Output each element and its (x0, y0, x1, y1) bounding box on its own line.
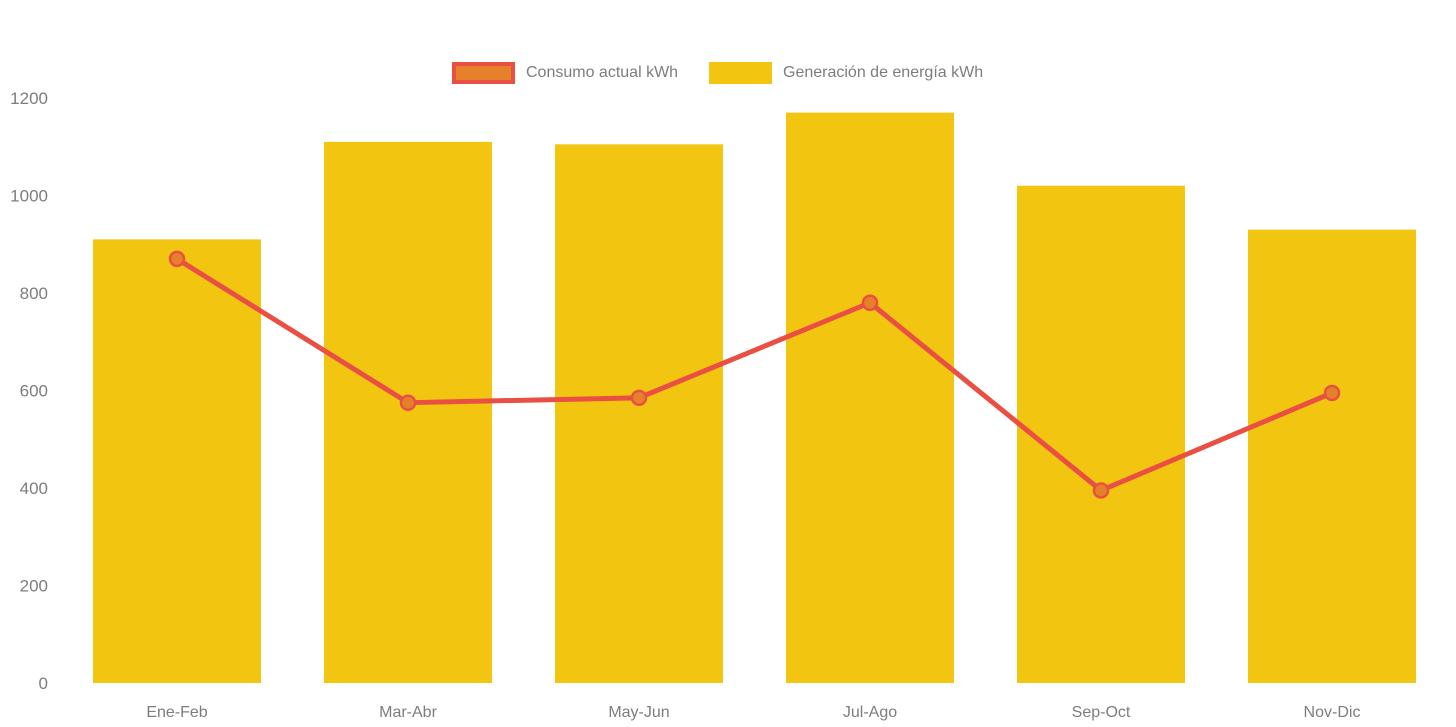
data-point-marker-Sep-Oct (1092, 482, 1110, 499)
legend-label-generacion: Generación de energía kWh (783, 64, 984, 81)
bar-generacion-Ene-Feb (93, 239, 261, 683)
y-axis-tick-label: 200 (20, 577, 48, 596)
y-axis-tick-label: 600 (20, 382, 48, 401)
bar-generacion-Mar-Abr (324, 141, 492, 683)
legend-label-consumo: Consumo actual kWh (526, 64, 679, 81)
x-axis-category-label: Mar-Abr (379, 704, 437, 721)
y-axis-tick-label: 1200 (10, 89, 48, 108)
legend-swatch-generacion-icon (709, 62, 772, 84)
legend-item-consumo-actual[interactable]: Consumo actual kWh (452, 62, 678, 84)
y-axis-tick-label: 0 (39, 674, 48, 693)
x-axis-category-label: Sep-Oct (1072, 704, 1131, 721)
chart-legend: Consumo actual kWh Generación de energía… (0, 62, 1456, 88)
data-point-marker-Jul-Ago (861, 294, 879, 311)
data-point-marker-Nov-Dic (1323, 384, 1341, 402)
y-axis-tick-label: 800 (20, 284, 48, 303)
x-axis-category-label: Ene-Feb (146, 704, 207, 721)
data-point-marker-Ene-Feb (168, 250, 186, 268)
y-axis-tick-label: 1000 (10, 187, 48, 206)
legend-item-generacion-energia[interactable]: Generación de energía kWh (709, 62, 983, 84)
data-point-marker-May-Jun (630, 389, 648, 407)
x-axis-category-label: May-Jun (608, 704, 669, 721)
data-point-marker-Mar-Abr (399, 394, 417, 411)
bar-generacion-Sep-Oct (1017, 185, 1185, 683)
bar-generacion-Nov-Dic (1248, 229, 1416, 683)
y-axis-tick-label: 400 (20, 479, 48, 498)
line-consumo-actual (174, 256, 1335, 493)
bar-generacion-May-Jun (555, 144, 723, 683)
bar-generacion-Jul-Ago (786, 112, 954, 683)
legend-swatch-consumo-icon (452, 62, 515, 84)
x-axis-category-label: Nov-Dic (1304, 704, 1361, 721)
x-axis-category-label: Jul-Ago (843, 704, 897, 721)
